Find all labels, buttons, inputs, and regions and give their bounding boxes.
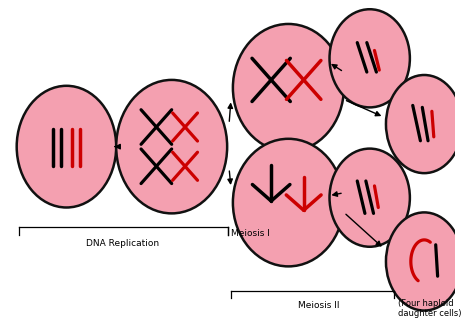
Ellipse shape <box>329 9 410 107</box>
Ellipse shape <box>233 24 344 152</box>
Text: DNA Replication: DNA Replication <box>86 239 159 248</box>
Ellipse shape <box>329 149 410 247</box>
Ellipse shape <box>17 86 116 207</box>
Text: (Four haploid
daughter cells): (Four haploid daughter cells) <box>398 299 462 318</box>
Ellipse shape <box>386 75 463 173</box>
Ellipse shape <box>386 213 463 310</box>
Ellipse shape <box>233 139 344 266</box>
Text: Meiosis II: Meiosis II <box>298 301 339 310</box>
Text: Meiosis I: Meiosis I <box>231 229 270 238</box>
Ellipse shape <box>116 80 227 214</box>
